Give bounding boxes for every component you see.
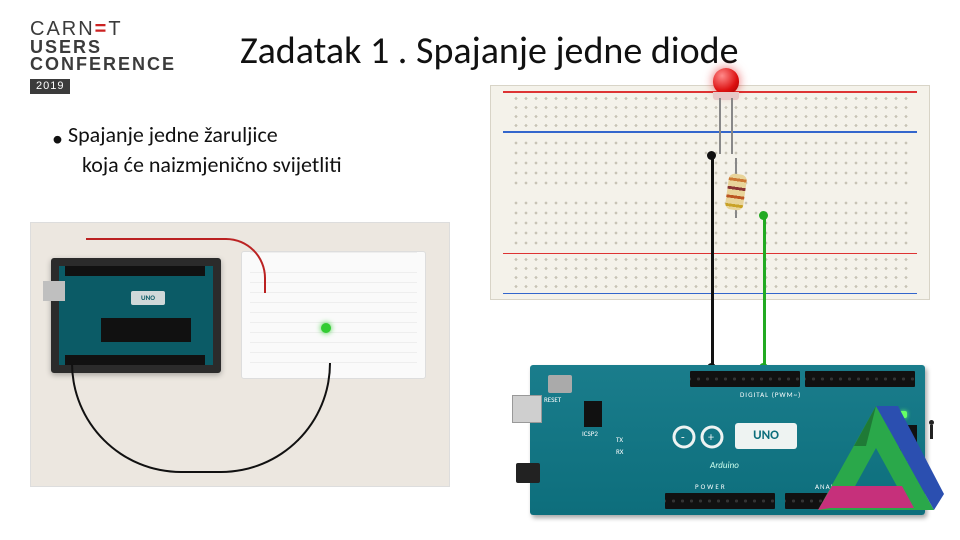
rail-line-blue-bottom — [503, 293, 917, 295]
photo-uno-label: UNO — [131, 291, 165, 305]
slide-title: Zadatak 1 . Spajanje jedne diode — [240, 28, 739, 74]
logo-line1-post: T — [108, 18, 122, 40]
bullet-line1: Spajanje jedne žaruljice — [68, 121, 278, 148]
penrose-triangle-icon — [806, 400, 946, 530]
wire-black-end-top — [707, 151, 716, 160]
label-digital: DIGITAL (PWM~) — [740, 390, 801, 399]
arduino-icsp-left — [584, 401, 602, 427]
label-reset: RESET — [544, 395, 561, 404]
logo-year: 2019 — [30, 79, 70, 93]
rail-line-red-bottom — [503, 253, 917, 255]
wire-green — [763, 213, 766, 366]
bullet-text: • Spajanje jedne žaruljice koja će naizm… — [68, 120, 342, 179]
rail-line-blue-top — [503, 131, 917, 133]
rail-bottom-2 — [511, 273, 909, 291]
arduino-usb-port — [512, 395, 542, 423]
left-photo: UNO — [30, 222, 450, 487]
arduino-infinity-logo: -+ — [670, 423, 726, 451]
person-silhouette-icon — [926, 420, 936, 444]
photo-breadboard — [241, 251, 426, 379]
label-icsp-left: ICSP2 — [582, 429, 598, 438]
label-arduino-brand: Arduino — [710, 460, 739, 471]
breadboard-gap — [491, 190, 929, 199]
led-bulb — [713, 68, 739, 94]
photo-wire-black — [71, 363, 331, 473]
arduino-power-jack — [516, 463, 540, 483]
svg-text:+: + — [708, 431, 714, 445]
bullet-marker: • — [52, 124, 63, 154]
label-power: POWER — [695, 482, 727, 491]
arduino-header-power — [665, 493, 775, 509]
arduino-header-digital-right — [805, 371, 915, 387]
conference-logo: CARN=T USERS CONFERENCE 2019 — [30, 20, 176, 94]
photo-usb — [43, 281, 65, 301]
label-rx: RX — [616, 447, 623, 456]
led-leg-anode — [731, 98, 733, 154]
led-leg-cathode — [719, 98, 721, 154]
diagram-breadboard — [490, 85, 930, 300]
arduino-reset-button — [548, 375, 572, 393]
svg-text:-: - — [681, 431, 685, 445]
photo-wire-red — [86, 238, 266, 293]
wire-black — [711, 153, 714, 366]
label-tx: TX — [616, 435, 623, 444]
wire-green-end-top — [759, 211, 768, 220]
logo-line3: CONFERENCE — [30, 56, 176, 73]
rail-top-2 — [511, 112, 909, 130]
arduino-header-digital-left — [690, 371, 800, 387]
rail-bottom-1 — [511, 255, 909, 273]
rail-top-1 — [511, 94, 909, 112]
photo-led-indicator — [321, 323, 331, 333]
arduino-uno-badge: UNO — [735, 423, 797, 449]
bullet-line2: koja će naizmjenično svijetliti — [82, 151, 342, 178]
rail-line-red-top — [503, 91, 917, 93]
led-base — [713, 92, 739, 100]
photo-chip — [101, 318, 191, 342]
